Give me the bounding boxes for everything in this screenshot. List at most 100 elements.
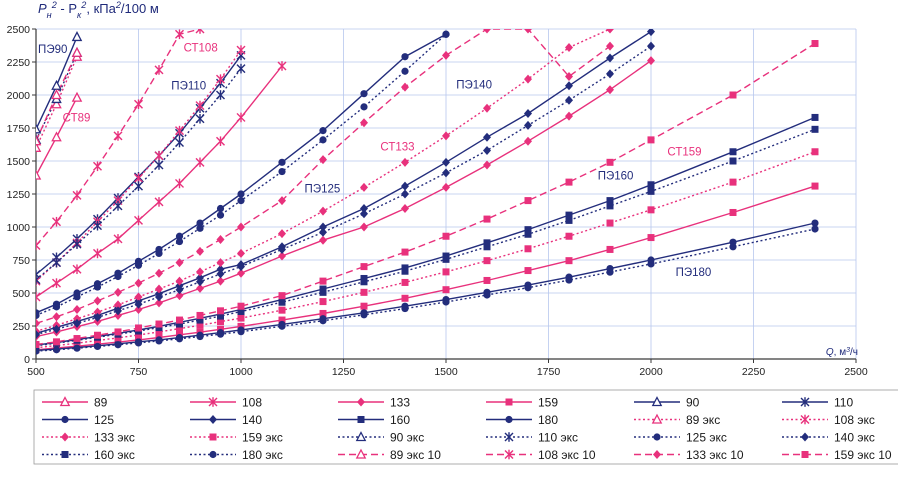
legend-label: 180 [538, 413, 558, 427]
y-tick-label: 1500 [7, 156, 31, 168]
legend-label: 160 [390, 413, 410, 427]
data-point-180-eks [73, 344, 81, 352]
data-point-159-eks-10 [811, 40, 819, 48]
y-tick-label: 1750 [7, 123, 31, 135]
star-stroke [36, 240, 41, 247]
data-point-140-eks [360, 209, 368, 219]
data-point-133-eks [278, 229, 286, 239]
data-point-133-eks-10 [216, 235, 225, 245]
data-point-140-eks [483, 145, 491, 155]
series-line-89-eks [36, 56, 78, 149]
data-point-159-eks-10 [319, 277, 327, 285]
legend-swatch-marker [61, 432, 69, 442]
data-point-159 [483, 276, 491, 284]
legend-label: 108 экс [834, 413, 875, 427]
legend-item: 159 экс [190, 431, 283, 445]
data-point-160-eks [565, 216, 573, 224]
star-stroke [36, 276, 41, 283]
data-point-108-eks [216, 74, 225, 84]
legend-swatch-marker [504, 432, 514, 442]
data-point-159-eks [114, 334, 122, 342]
legend-swatch-marker [355, 448, 367, 459]
data-point-108-eks-10 [113, 131, 123, 141]
data-point-160-eks [319, 288, 327, 296]
data-point-160-eks [155, 324, 163, 332]
y-tick-label: 2250 [7, 57, 31, 69]
data-point-133-eks [134, 292, 143, 302]
data-point-125-eks [114, 272, 122, 281]
x-tick-label: 2500 [844, 366, 868, 378]
data-point-133-eks [73, 314, 81, 324]
legend-item: 90 [634, 396, 700, 410]
data-point-89-eks-10 [36, 135, 42, 146]
data-point-133 [442, 182, 450, 192]
data-point-133-eks-10 [52, 312, 61, 322]
data-point-140-eks [93, 312, 102, 322]
legend-swatch-marker [209, 415, 217, 424]
data-point-133-eks-10 [175, 258, 184, 268]
data-point-108 [134, 215, 143, 226]
x-tick-label: 1000 [229, 366, 253, 378]
data-point-159-eks-10 [647, 136, 655, 144]
legend-swatch-marker [801, 451, 809, 458]
data-point-140 [647, 29, 655, 37]
data-point-159-eks [237, 314, 245, 322]
data-point-108-eks [175, 125, 184, 136]
data-point-159 [524, 267, 532, 275]
data-point-133 [647, 56, 655, 66]
data-point-108-eks [154, 150, 164, 161]
data-point-180-eks [442, 298, 450, 306]
legend-label: 110 [834, 396, 853, 410]
curve-label: ПЭ90 [38, 44, 67, 56]
legend-item: 160 экс [42, 448, 135, 462]
legend-item: 125 экс [634, 431, 727, 445]
legend-label: 159 [538, 396, 558, 410]
data-point-125 [216, 204, 225, 213]
star-stroke [36, 280, 41, 286]
legend-label: 108 [242, 396, 262, 410]
legend-item: 159 экс 10 [782, 448, 892, 462]
data-point-133 [401, 204, 409, 214]
data-point-110-eks [175, 137, 184, 148]
x-tick-label: 1750 [537, 366, 561, 378]
data-point-133-eks-10 [442, 50, 450, 60]
data-point-133-eks [442, 131, 450, 141]
data-point-140 [483, 132, 491, 142]
data-point-89 [71, 91, 83, 102]
curve-label: СТ133 [380, 141, 414, 153]
data-point-133-eks [524, 74, 532, 84]
data-point-159 [647, 234, 655, 242]
data-point-140-eks [155, 292, 163, 302]
data-point-133-eks-10 [606, 41, 614, 51]
data-point-125-eks [401, 67, 409, 75]
y-tick-label: 2000 [7, 90, 31, 102]
data-point-108-eks-10 [154, 65, 164, 75]
data-point-159-eks-10 [483, 215, 491, 223]
data-point-159-eks-10 [729, 91, 737, 99]
data-point-180-eks [114, 341, 122, 349]
data-point-159-eks [647, 206, 655, 214]
data-point-160-eks [483, 243, 491, 251]
data-point-133-eks [483, 103, 491, 113]
data-point-159 [565, 257, 573, 265]
legend-label: 125 экс [686, 431, 727, 445]
data-point-133-eks [360, 182, 368, 192]
y-axis-title: Pн2 - Pк2, кПа2/100 м [38, 0, 159, 20]
data-point-110-eks [52, 257, 61, 268]
data-point-180-eks [647, 260, 655, 268]
data-point-140-eks [216, 269, 225, 279]
y-tick-label: 1000 [7, 222, 31, 234]
series-line-125 [36, 33, 447, 314]
star-stroke [199, 29, 205, 34]
data-point-108 [36, 292, 41, 302]
curve-label: ПЭ180 [676, 267, 712, 279]
x-tick-label: 500 [27, 366, 45, 378]
data-point-140 [319, 222, 327, 232]
series-line-133-eks-10 [36, 29, 611, 325]
data-point-159 [729, 208, 737, 216]
data-point-140-eks [278, 244, 286, 254]
legend-item: 89 экс 10 [338, 448, 441, 462]
legend-swatch-marker [653, 450, 661, 459]
data-point-160 [811, 113, 819, 121]
data-point-180-eks [401, 304, 409, 313]
